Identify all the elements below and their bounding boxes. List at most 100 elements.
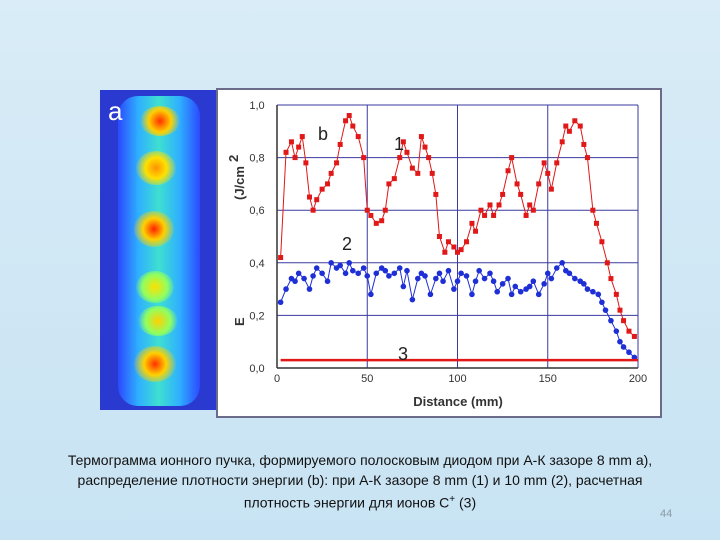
series-2-point bbox=[499, 281, 506, 287]
series-1-point bbox=[400, 139, 406, 145]
series-2-point bbox=[553, 265, 560, 271]
series-2-point bbox=[422, 273, 428, 279]
series-2-point bbox=[386, 273, 392, 279]
series-1-point bbox=[397, 155, 403, 161]
series-1-point bbox=[299, 134, 305, 140]
series-1-point bbox=[593, 220, 599, 226]
series-2-point bbox=[368, 291, 374, 298]
series-2-point bbox=[283, 286, 289, 292]
series-1-point bbox=[487, 202, 493, 208]
series-1-point bbox=[599, 239, 605, 245]
series-1-point bbox=[379, 218, 385, 224]
series-2-point bbox=[469, 291, 475, 298]
x-tick-label: 0 bbox=[274, 373, 280, 385]
series-2-point bbox=[301, 275, 307, 282]
series-1-point bbox=[608, 276, 614, 282]
series-2-point bbox=[324, 278, 331, 285]
series-2-point bbox=[581, 281, 587, 287]
series-1-point bbox=[451, 244, 457, 250]
series-1-point bbox=[527, 202, 533, 208]
series-1-point bbox=[536, 181, 542, 187]
series-1-point bbox=[346, 113, 352, 119]
series-2-point bbox=[277, 299, 284, 306]
series-2-point bbox=[313, 265, 320, 271]
thermogram-hotspot bbox=[138, 306, 178, 336]
series-1-point bbox=[514, 181, 520, 187]
series-1-point bbox=[541, 160, 547, 166]
series-1-point bbox=[436, 234, 442, 239]
series-2-point bbox=[463, 273, 470, 279]
series-1-point bbox=[469, 220, 475, 226]
energy-density-chart: 0 50 100 150 200 0,0 0,2 0,4 0,6 0,8 1,0 Distance … bbox=[226, 100, 647, 409]
series-1-point bbox=[530, 207, 536, 213]
series-1-point bbox=[626, 328, 632, 334]
series-1-point bbox=[554, 160, 560, 166]
series-2-point bbox=[451, 286, 457, 292]
series-1-point bbox=[518, 191, 524, 197]
series-1-point bbox=[319, 186, 325, 192]
y-tick-label: 0,2 bbox=[249, 310, 264, 322]
series-1-point bbox=[505, 168, 511, 174]
series-1-point bbox=[373, 220, 379, 226]
series-1-point bbox=[545, 170, 551, 176]
thermogram-beam bbox=[118, 96, 200, 406]
series-1-point bbox=[364, 207, 370, 213]
curve-label-3: 3 bbox=[398, 344, 408, 364]
caption-line-3-end: (3) bbox=[455, 494, 477, 511]
y-axis-unit: (J/cm bbox=[232, 166, 247, 200]
series-2-point bbox=[490, 278, 497, 285]
y-tick-label: 1,0 bbox=[249, 100, 264, 112]
y-tick-label: 0,4 bbox=[249, 258, 264, 270]
series-1-point bbox=[334, 160, 340, 166]
curve-label-1: 1 bbox=[394, 134, 404, 154]
series-1-point bbox=[563, 123, 569, 129]
thermogram-hotspot bbox=[134, 211, 174, 247]
x-tick-label: 150 bbox=[539, 373, 557, 385]
series-1-point bbox=[559, 139, 565, 145]
series-2-point bbox=[487, 270, 493, 277]
page-number: 44 bbox=[660, 508, 673, 520]
series-2-point bbox=[346, 260, 352, 266]
series-1-point bbox=[500, 191, 506, 197]
series-1-point bbox=[577, 123, 583, 129]
series-2-point bbox=[355, 270, 362, 277]
series-2-point bbox=[548, 275, 555, 282]
series-1-point bbox=[473, 228, 479, 234]
x-tick-label: 200 bbox=[629, 373, 647, 385]
series-1-point bbox=[442, 249, 448, 255]
series-1-point bbox=[328, 170, 334, 176]
series-1-point bbox=[631, 333, 637, 339]
series-1-point bbox=[386, 181, 392, 187]
series-1-point bbox=[482, 212, 488, 218]
series-1-point bbox=[415, 170, 421, 176]
series-2-point bbox=[350, 267, 356, 274]
series-2-point bbox=[391, 270, 398, 277]
series-1-point bbox=[617, 307, 623, 313]
series-2-point bbox=[620, 344, 627, 350]
series-2-point bbox=[364, 273, 371, 279]
series-2-point bbox=[505, 275, 511, 282]
series-2-point bbox=[436, 270, 443, 277]
series-2-point bbox=[373, 270, 380, 277]
series-1-point bbox=[296, 144, 302, 150]
series-1-point bbox=[337, 141, 343, 147]
thermogram-image: a bbox=[100, 90, 216, 410]
series-1-point bbox=[391, 176, 397, 182]
figure-caption: Термограмма ионного пучка, формируемого … bbox=[10, 450, 710, 513]
caption-line-1: Термограмма ионного пучка, формируемого … bbox=[67, 452, 653, 468]
series-2-point bbox=[382, 267, 389, 274]
series-1-point bbox=[303, 160, 309, 166]
thermogram-hotspot bbox=[140, 106, 180, 136]
y-tick-label: 0,0 bbox=[249, 363, 264, 375]
series-2-point bbox=[306, 286, 313, 292]
series-1-point bbox=[491, 212, 497, 218]
series-1-point bbox=[278, 255, 284, 261]
series-1-point bbox=[355, 134, 361, 140]
caption-ion-charge: + bbox=[449, 494, 456, 505]
series-2-point bbox=[602, 307, 609, 313]
thermogram-hotspot bbox=[136, 271, 174, 303]
series-2-point bbox=[292, 278, 298, 285]
series-2-point bbox=[481, 275, 488, 282]
series-2-point bbox=[512, 283, 519, 290]
series-2-point bbox=[433, 275, 439, 282]
